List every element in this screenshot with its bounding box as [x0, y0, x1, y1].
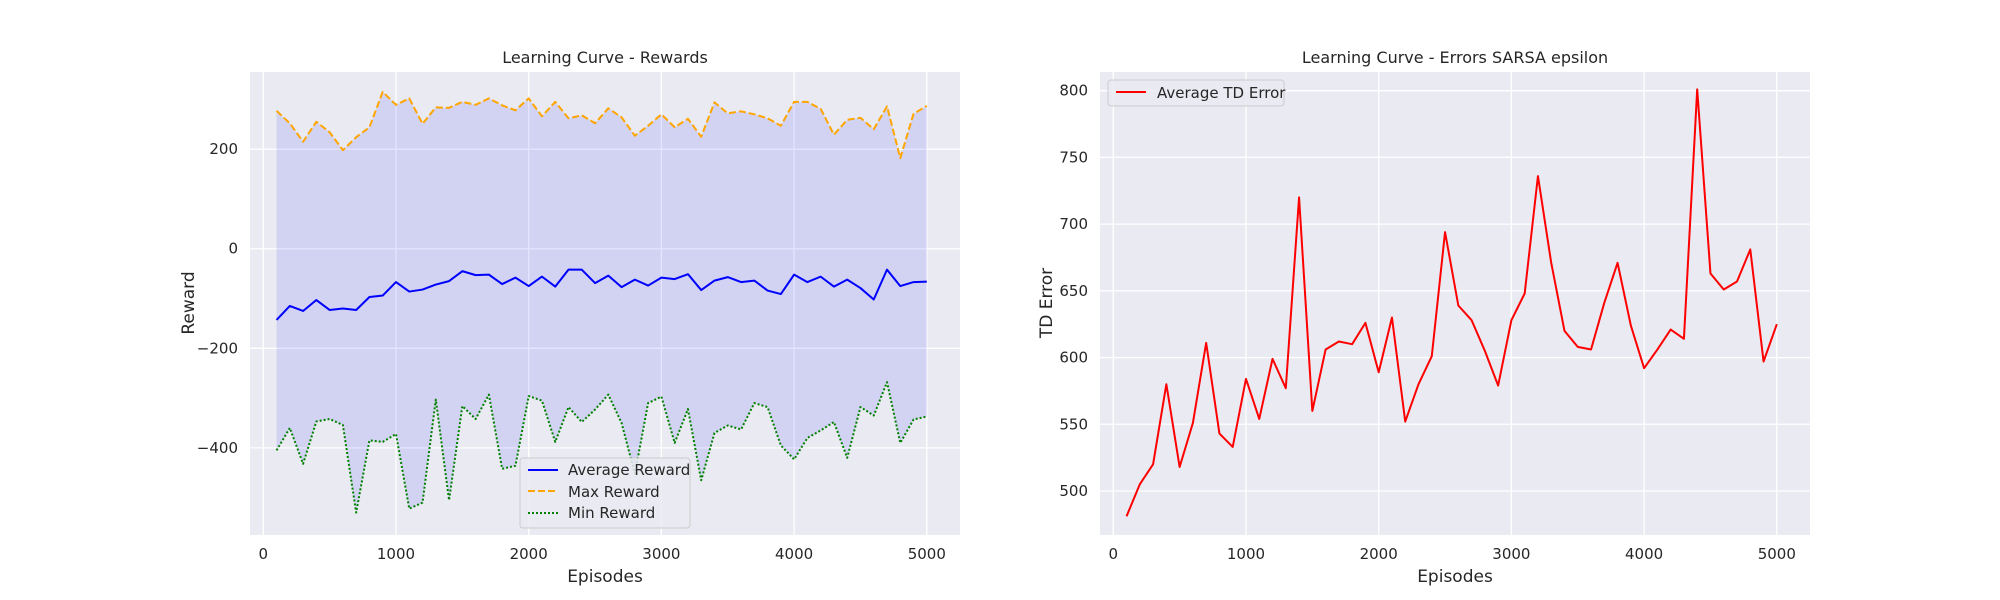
rewards-chart-title: Learning Curve - Rewards: [502, 48, 708, 67]
td-error-y-tick-550: 550: [1059, 415, 1088, 433]
rewards-x-tick-1000: 1000: [377, 545, 415, 563]
legend-label-average-td-error: Average TD Error: [1157, 84, 1286, 102]
legend-label-max-reward: Max Reward: [568, 483, 660, 501]
td-error-subplot: 0 1000 2000 3000 4000 5000 500 550 600 650 700 750 8…: [1037, 48, 1810, 587]
td-error-y-axis-label: TD Error: [1037, 268, 1057, 339]
rewards-legend: Average Reward Max Reward Min Reward: [519, 457, 691, 529]
rewards-y-tick--200: −200: [197, 339, 238, 357]
td-error-y-tick-700: 700: [1059, 215, 1088, 233]
td-error-x-tick-5000: 5000: [1758, 545, 1796, 563]
td-error-x-tick-4000: 4000: [1625, 545, 1663, 563]
rewards-x-tick-0: 0: [258, 545, 268, 563]
td-error-x-tick-0: 0: [1108, 545, 1118, 563]
td-error-x-tick-1000: 1000: [1227, 545, 1265, 563]
rewards-y-tick-0: 0: [228, 240, 238, 258]
rewards-series: [275, 90, 928, 514]
series-line-min-reward: [275, 381, 928, 514]
rewards-x-axis-label: Episodes: [567, 567, 643, 587]
rewards-y-tick--400: −400: [197, 439, 238, 457]
rewards-grid: [250, 72, 960, 535]
td-error-tick-labels: 0 1000 2000 3000 4000 5000 500 550 600 650 700 750 8…: [1059, 82, 1796, 563]
td-error-y-tick-500: 500: [1059, 482, 1088, 500]
td-error-plot-area: [1100, 72, 1810, 535]
series-line-max-reward: [275, 90, 928, 160]
legend-label-average-reward: Average Reward: [568, 461, 690, 479]
rewards-x-tick-5000: 5000: [908, 545, 946, 563]
td-error-series: [1125, 88, 1778, 517]
series-line-average-td-error: [1125, 88, 1778, 517]
rewards-subplot: 0 1000 2000 3000 4000 5000 −400 −200 0 200 Learni…: [179, 48, 960, 587]
rewards-legend-box: [519, 457, 691, 529]
td-error-x-tick-2000: 2000: [1360, 545, 1398, 563]
rewards-x-tick-4000: 4000: [775, 545, 813, 563]
series-line-average-reward: [275, 268, 927, 321]
rewards-y-tick-200: 200: [209, 140, 238, 158]
td-error-y-tick-800: 800: [1059, 82, 1088, 100]
rewards-tick-labels: 0 1000 2000 3000 4000 5000 −400 −200 0 200: [197, 140, 946, 563]
td-error-x-tick-3000: 3000: [1492, 545, 1530, 563]
td-error-legend: Average TD Error: [1107, 79, 1286, 107]
rewards-min-max-band: [276, 91, 927, 513]
td-error-chart-title: Learning Curve - Errors SARSA epsilon: [1302, 48, 1608, 67]
td-error-x-axis-label: Episodes: [1417, 567, 1493, 587]
td-error-y-tick-750: 750: [1059, 148, 1088, 166]
rewards-x-tick-2000: 2000: [510, 545, 548, 563]
td-error-y-tick-650: 650: [1059, 282, 1088, 300]
rewards-x-tick-3000: 3000: [642, 545, 680, 563]
td-error-legend-box: [1107, 79, 1285, 107]
rewards-fill-between: [276, 91, 927, 513]
rewards-y-axis-label: Reward: [179, 271, 199, 334]
legend-label-min-reward: Min Reward: [568, 504, 655, 522]
td-error-y-tick-600: 600: [1059, 349, 1088, 367]
